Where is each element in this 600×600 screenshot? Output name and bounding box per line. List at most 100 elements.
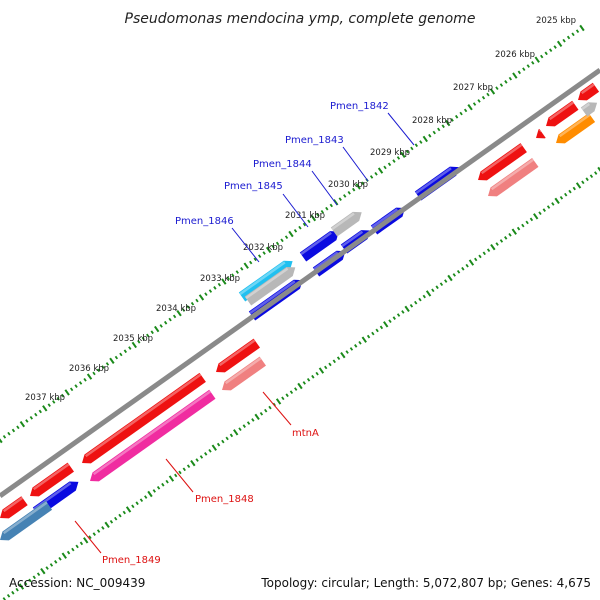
gene-red-b[interactable] xyxy=(546,100,579,127)
tick-mark xyxy=(141,336,145,341)
tick-mark xyxy=(387,162,392,167)
tick-mark xyxy=(6,594,11,598)
gene-gray-c[interactable] xyxy=(580,102,598,117)
tick-mark xyxy=(229,433,234,438)
callout-line-pmen-1845 xyxy=(282,193,309,228)
gene-cyan-gray-body xyxy=(244,267,296,306)
tick-mark xyxy=(40,567,46,575)
gene-label-pmen-1842[interactable]: Pmen_1842 xyxy=(330,101,389,112)
tick-label-2036: 2036 kbp xyxy=(69,364,109,374)
gene-cyan-gray[interactable] xyxy=(244,267,296,306)
tick-mark xyxy=(383,321,389,328)
tick-mark xyxy=(297,382,303,390)
tick-mark xyxy=(332,359,336,364)
gene-red-f-body xyxy=(0,496,28,519)
gene-label-mtna[interactable]: mtnA xyxy=(292,428,319,439)
tick-mark xyxy=(320,209,324,214)
tick-mark xyxy=(315,371,319,376)
tick-mark xyxy=(122,510,126,515)
tick-mark xyxy=(355,183,361,190)
gene-mtna-red-body xyxy=(216,338,260,373)
tick-dots-inner xyxy=(2,166,600,600)
tick-mark xyxy=(275,241,280,246)
gene-label-pmen-1849[interactable]: Pmen_1849 xyxy=(102,555,161,566)
gene-label-pmen-1843[interactable]: Pmen_1843 xyxy=(285,135,344,146)
tick-mark xyxy=(123,349,128,354)
tick-mark xyxy=(546,205,551,209)
tick-mark xyxy=(575,182,582,189)
gene-label-pmen-1844[interactable]: Pmen_1844 xyxy=(253,159,312,170)
gene-pink-a[interactable] xyxy=(488,158,539,197)
tick-mark xyxy=(199,455,204,459)
tick-mark xyxy=(425,290,432,297)
gene-orange-highlight xyxy=(558,113,591,138)
gene-red-d-body xyxy=(578,82,600,101)
gene-red-d[interactable] xyxy=(578,82,600,101)
tick-mark xyxy=(298,225,302,230)
gene-orange[interactable] xyxy=(556,113,596,144)
tick-label-2028: 2028 kbp xyxy=(412,116,452,126)
tick-mark xyxy=(289,390,294,394)
gene-red-f[interactable] xyxy=(0,496,28,519)
tick-mark xyxy=(264,408,268,413)
tick-mark xyxy=(377,167,384,174)
gene-pmen-1848-red[interactable] xyxy=(82,372,206,464)
tick-mark xyxy=(405,149,410,154)
tick-mark xyxy=(566,35,571,40)
tick-mark xyxy=(461,266,465,271)
tick-mark xyxy=(572,186,576,191)
tick-label-2026: 2026 kbp xyxy=(495,50,535,60)
gene-red-a-body xyxy=(478,143,527,181)
callout-line-pmen-1849 xyxy=(74,520,102,554)
tick-mark xyxy=(75,544,79,549)
gene-red-c[interactable] xyxy=(536,128,546,139)
tick-mark xyxy=(435,285,439,290)
gene-pmen-1848[interactable] xyxy=(90,389,216,482)
tick-mark xyxy=(540,54,544,59)
tick-mark xyxy=(15,587,19,592)
gene-pmen-1845b[interactable] xyxy=(330,211,362,237)
tick-mark xyxy=(375,328,379,333)
gene-label-pmen-1848[interactable]: Pmen_1848 xyxy=(195,494,254,505)
tick-mark xyxy=(101,526,105,530)
gene-pmen-1846-highlight xyxy=(313,251,339,271)
tick-mark xyxy=(544,51,548,56)
tick-mark xyxy=(310,214,317,222)
gene-mtna-red[interactable] xyxy=(216,338,260,373)
tick-mark xyxy=(486,248,491,253)
tick-mark xyxy=(409,303,414,308)
tick-mark xyxy=(198,294,205,301)
tick-mark xyxy=(459,111,463,116)
tick-mark xyxy=(265,246,272,254)
gene-label-pmen-1845[interactable]: Pmen_1845 xyxy=(224,181,283,192)
gene-mtna[interactable] xyxy=(222,356,266,391)
tick-mark xyxy=(284,235,289,239)
tick-mark xyxy=(516,226,521,231)
tick-mark xyxy=(174,473,178,478)
tick-mark xyxy=(489,88,496,95)
tick-dots-outer xyxy=(0,24,585,444)
tick-mark xyxy=(83,377,87,382)
gene-red-f-highlight xyxy=(2,496,24,513)
gene-red-e-body xyxy=(30,462,74,497)
gene-red-a[interactable] xyxy=(478,143,527,181)
gene-pmen-1845[interactable] xyxy=(299,231,339,262)
gene-pmen-1849[interactable] xyxy=(0,500,53,541)
tick-mark xyxy=(144,495,148,499)
tick-mark xyxy=(211,444,217,451)
tick-mark xyxy=(508,76,513,81)
tick-mark xyxy=(324,365,328,370)
tick-mark xyxy=(253,257,257,262)
tick-label-2034: 2034 kbp xyxy=(156,304,196,314)
tick-mark xyxy=(208,448,212,453)
tick-mark xyxy=(128,346,132,350)
tick-mark xyxy=(56,396,60,401)
tick-mark xyxy=(504,80,508,84)
gene-red-e[interactable] xyxy=(30,462,74,497)
tick-mark xyxy=(186,305,190,309)
gene-label-pmen-1846[interactable]: Pmen_1846 xyxy=(175,216,234,227)
tick-mark xyxy=(597,166,600,172)
tick-mark xyxy=(418,297,422,302)
tick-mark xyxy=(69,387,74,392)
tick-mark xyxy=(29,415,33,420)
